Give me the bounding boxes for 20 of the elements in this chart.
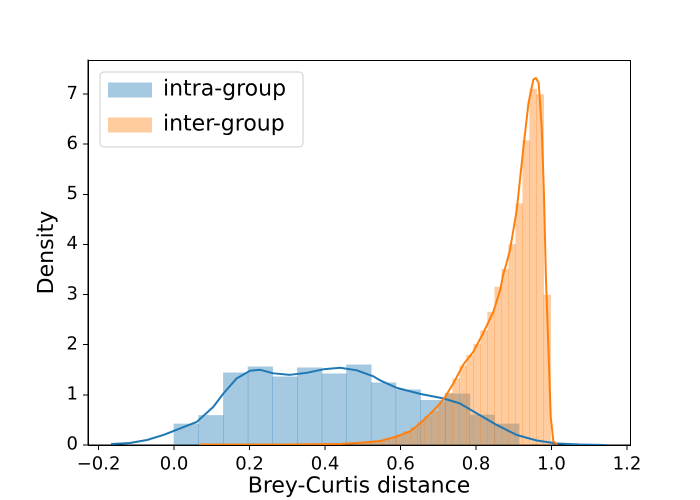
y-tick-label: 0: [66, 434, 78, 455]
legend-label: intra-group: [163, 76, 286, 102]
legend-label: inter-group: [163, 112, 285, 137]
y-tick-label: 1: [66, 384, 78, 405]
y-tick-label: 2: [66, 333, 78, 354]
x-axis-title: Brey-Curtis distance: [248, 474, 470, 499]
x-tick-label: 0.8: [462, 453, 490, 474]
x-tick-label: 1.0: [537, 453, 566, 474]
x-tick-label: −0.2: [76, 453, 120, 474]
y-axis-title: Density: [34, 210, 59, 294]
x-tick-label: 1.2: [612, 453, 642, 474]
y-tick-label: 6: [66, 132, 78, 154]
y-tick-label: 5: [66, 183, 78, 204]
x-tick-label: 0.6: [386, 453, 415, 474]
x-tick-label: 0.4: [310, 453, 340, 474]
x-tick-label: 0.0: [160, 453, 188, 474]
y-tick-label: 3: [66, 283, 78, 304]
y-tick-label: 7: [66, 82, 78, 104]
y-tick-label: 4: [66, 233, 78, 254]
x-tick-label: 0.2: [235, 453, 264, 474]
